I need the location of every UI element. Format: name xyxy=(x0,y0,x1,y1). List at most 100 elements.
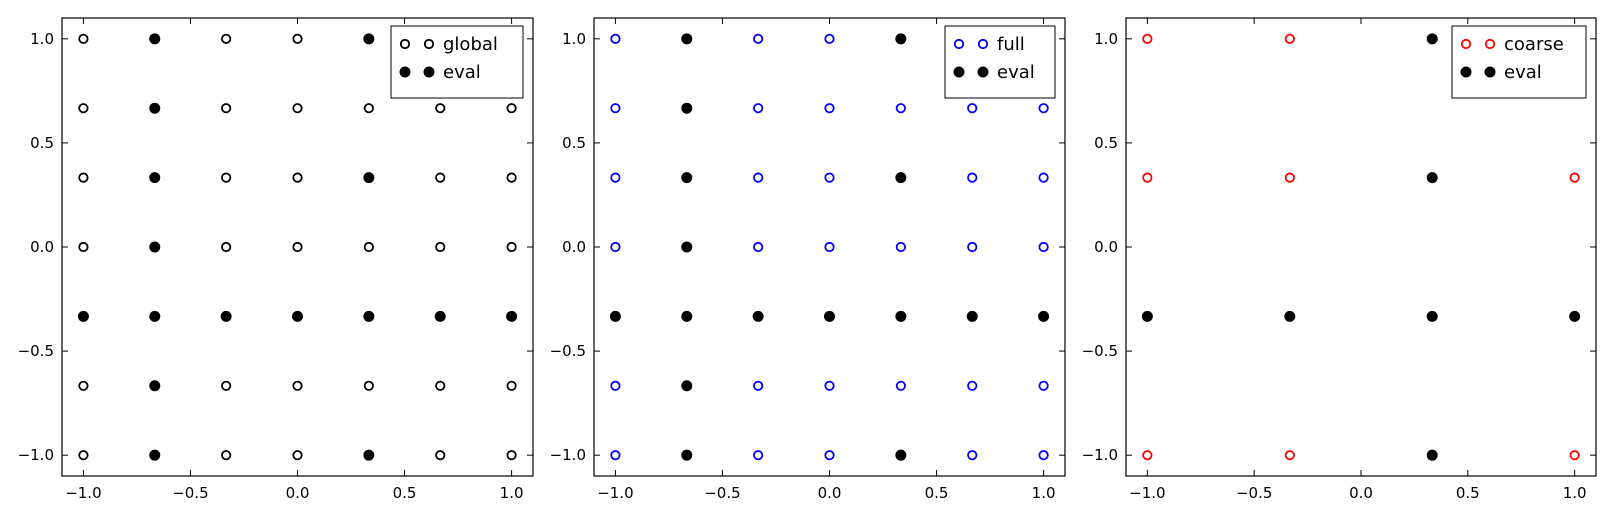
y-tick-label: 1.0 xyxy=(1094,30,1118,48)
data-point-open xyxy=(1284,33,1295,44)
data-point-filled xyxy=(1426,33,1438,45)
x-tick-label: −0.5 xyxy=(704,484,740,502)
data-point-filled xyxy=(895,449,907,461)
data-point-open xyxy=(895,380,906,391)
y-tick-label: −0.5 xyxy=(18,342,54,360)
legend-marker-global xyxy=(423,38,435,50)
legend-label-eval: eval xyxy=(1504,62,1542,83)
y-tick-label: 0.5 xyxy=(1094,134,1118,152)
data-point-open xyxy=(221,380,232,391)
data-point-open xyxy=(610,33,621,44)
data-point-open xyxy=(435,241,446,253)
legend-marker-coarse xyxy=(1484,38,1496,50)
legend: global eval xyxy=(390,25,524,99)
data-point-open xyxy=(753,450,764,461)
data-point-filled xyxy=(363,449,375,461)
x-tick-label: 0.0 xyxy=(818,484,842,502)
data-point-open xyxy=(78,450,89,461)
data-point-filled xyxy=(149,449,161,461)
legend-marker-full xyxy=(977,38,989,50)
data-point-open xyxy=(1142,33,1153,44)
data-point-open xyxy=(1038,241,1049,253)
data-point-filled xyxy=(292,310,303,322)
y-tick-label: −1.0 xyxy=(550,446,586,464)
data-point-open xyxy=(1569,172,1580,183)
data-point-open xyxy=(1038,380,1049,391)
data-point-filled xyxy=(681,380,693,392)
data-point-filled xyxy=(1426,310,1438,322)
panel-1: −1.0 −0.5 0.0 0.5 1.0 −1.0 −0.5 0.0 0.5 1.0 global… xyxy=(18,17,534,502)
legend-marker-global xyxy=(399,38,411,50)
data-point-open xyxy=(292,380,303,391)
data-point-open xyxy=(753,33,764,44)
data-point-open xyxy=(221,172,232,183)
data-point-filled xyxy=(1141,310,1153,322)
x-tick-label: 0.0 xyxy=(286,484,310,502)
legend-label-full: full xyxy=(997,34,1025,55)
y-tick-label: −1.0 xyxy=(18,446,54,464)
data-point-open xyxy=(78,241,89,253)
data-point-open xyxy=(967,172,978,183)
data-point-open xyxy=(824,380,835,391)
data-point-filled xyxy=(149,380,161,392)
data-point-open xyxy=(363,380,374,391)
data-point-filled xyxy=(363,310,375,322)
x-tick-label: 0.5 xyxy=(925,484,949,502)
y-tick-label: −0.5 xyxy=(1082,342,1118,360)
data-point-open xyxy=(1284,450,1295,461)
data-point-filled xyxy=(895,33,907,45)
data-point-open xyxy=(967,450,978,461)
series-eval xyxy=(609,33,1050,461)
data-point-filled xyxy=(681,449,693,461)
data-point-open xyxy=(506,103,517,114)
data-point-open xyxy=(363,103,374,114)
data-point-filled xyxy=(363,33,375,45)
data-point-open xyxy=(506,380,517,391)
legend-marker-eval xyxy=(399,66,411,78)
x-tick-label: 0.0 xyxy=(1349,484,1373,502)
y-tick-label: 1.0 xyxy=(30,30,54,48)
data-point-filled xyxy=(752,310,764,322)
data-point-open xyxy=(610,103,621,114)
data-point-open xyxy=(78,172,89,183)
legend-marker-coarse xyxy=(1460,38,1472,50)
data-point-filled xyxy=(1038,310,1050,322)
x-tick-label: −1.0 xyxy=(65,484,101,502)
data-point-filled xyxy=(895,310,907,322)
data-point-filled xyxy=(1284,310,1296,322)
data-point-open xyxy=(824,103,835,114)
data-point-open xyxy=(824,33,835,44)
data-point-filled xyxy=(149,172,161,184)
series-eval xyxy=(77,33,518,461)
x-tick-label: −0.5 xyxy=(172,484,208,502)
x-tick-label: 1.0 xyxy=(500,484,524,502)
data-point-open xyxy=(1038,103,1049,114)
data-point-open xyxy=(292,33,303,44)
data-point-filled xyxy=(149,241,161,253)
data-point-open xyxy=(221,241,232,253)
legend-marker-eval xyxy=(977,66,989,78)
panel-3: −1.0 −0.5 0.0 0.5 1.0 −1.0 −0.5 0.0 0.5 1.0 coarse… xyxy=(1082,17,1597,502)
y-tick-label: −1.0 xyxy=(1082,446,1118,464)
data-point-open xyxy=(435,450,446,461)
legend-marker-full xyxy=(953,38,965,50)
data-point-open xyxy=(435,380,446,391)
data-point-open xyxy=(967,241,978,253)
legend-label-coarse: coarse xyxy=(1504,34,1564,55)
data-point-open xyxy=(1038,450,1049,461)
data-point-open xyxy=(610,172,621,183)
data-point-open xyxy=(1038,172,1049,183)
legend: full eval xyxy=(944,25,1056,99)
data-point-open xyxy=(292,450,303,461)
data-point-open xyxy=(895,103,906,114)
data-point-filled xyxy=(1426,449,1438,461)
data-point-filled xyxy=(681,241,693,253)
legend-label-eval: eval xyxy=(443,62,481,83)
data-point-open xyxy=(1142,450,1153,461)
data-point-open xyxy=(78,103,89,114)
x-tick-label: 0.5 xyxy=(393,484,417,502)
data-point-open xyxy=(824,450,835,461)
data-point-filled xyxy=(220,310,232,322)
data-point-filled xyxy=(824,310,835,322)
